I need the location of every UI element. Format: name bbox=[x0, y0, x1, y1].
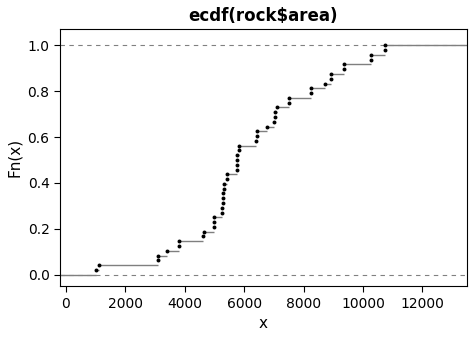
Point bbox=[340, 62, 347, 67]
Point bbox=[367, 52, 375, 57]
Point bbox=[210, 219, 218, 225]
Y-axis label: Fn(x): Fn(x) bbox=[7, 138, 22, 177]
Point bbox=[219, 191, 227, 196]
Point bbox=[254, 128, 261, 134]
Point bbox=[218, 205, 226, 211]
Point bbox=[307, 86, 314, 91]
Point bbox=[199, 234, 207, 239]
Point bbox=[381, 47, 389, 53]
Point bbox=[219, 200, 227, 206]
Point bbox=[235, 148, 243, 153]
Point bbox=[200, 229, 208, 234]
Title: ecdf(rock$area): ecdf(rock$area) bbox=[189, 7, 338, 25]
Point bbox=[233, 157, 241, 163]
Point bbox=[254, 134, 261, 139]
Point bbox=[367, 57, 375, 63]
Point bbox=[285, 100, 292, 105]
Point bbox=[270, 119, 278, 124]
Point bbox=[235, 143, 243, 148]
Point bbox=[223, 176, 231, 182]
Point bbox=[340, 67, 347, 72]
Point bbox=[327, 71, 335, 77]
Point bbox=[307, 90, 314, 96]
Point bbox=[233, 152, 241, 158]
Point bbox=[95, 262, 103, 268]
Point bbox=[154, 258, 162, 263]
Point bbox=[264, 124, 271, 129]
X-axis label: x: x bbox=[259, 316, 268, 331]
Point bbox=[285, 95, 292, 101]
Point bbox=[271, 114, 279, 120]
Point bbox=[92, 267, 100, 272]
Point bbox=[221, 186, 228, 191]
Point bbox=[221, 181, 228, 187]
Point bbox=[271, 110, 279, 115]
Point bbox=[164, 248, 171, 254]
Point bbox=[175, 243, 183, 249]
Point bbox=[233, 167, 241, 172]
Point bbox=[218, 210, 226, 215]
Point bbox=[321, 81, 329, 86]
Point bbox=[233, 162, 241, 167]
Point bbox=[210, 224, 218, 230]
Point bbox=[273, 105, 280, 110]
Point bbox=[175, 239, 183, 244]
Point bbox=[219, 195, 227, 201]
Point bbox=[210, 215, 218, 220]
Point bbox=[327, 76, 335, 81]
Point bbox=[155, 253, 162, 258]
Point bbox=[223, 172, 231, 177]
Point bbox=[253, 138, 260, 144]
Point bbox=[381, 43, 389, 48]
